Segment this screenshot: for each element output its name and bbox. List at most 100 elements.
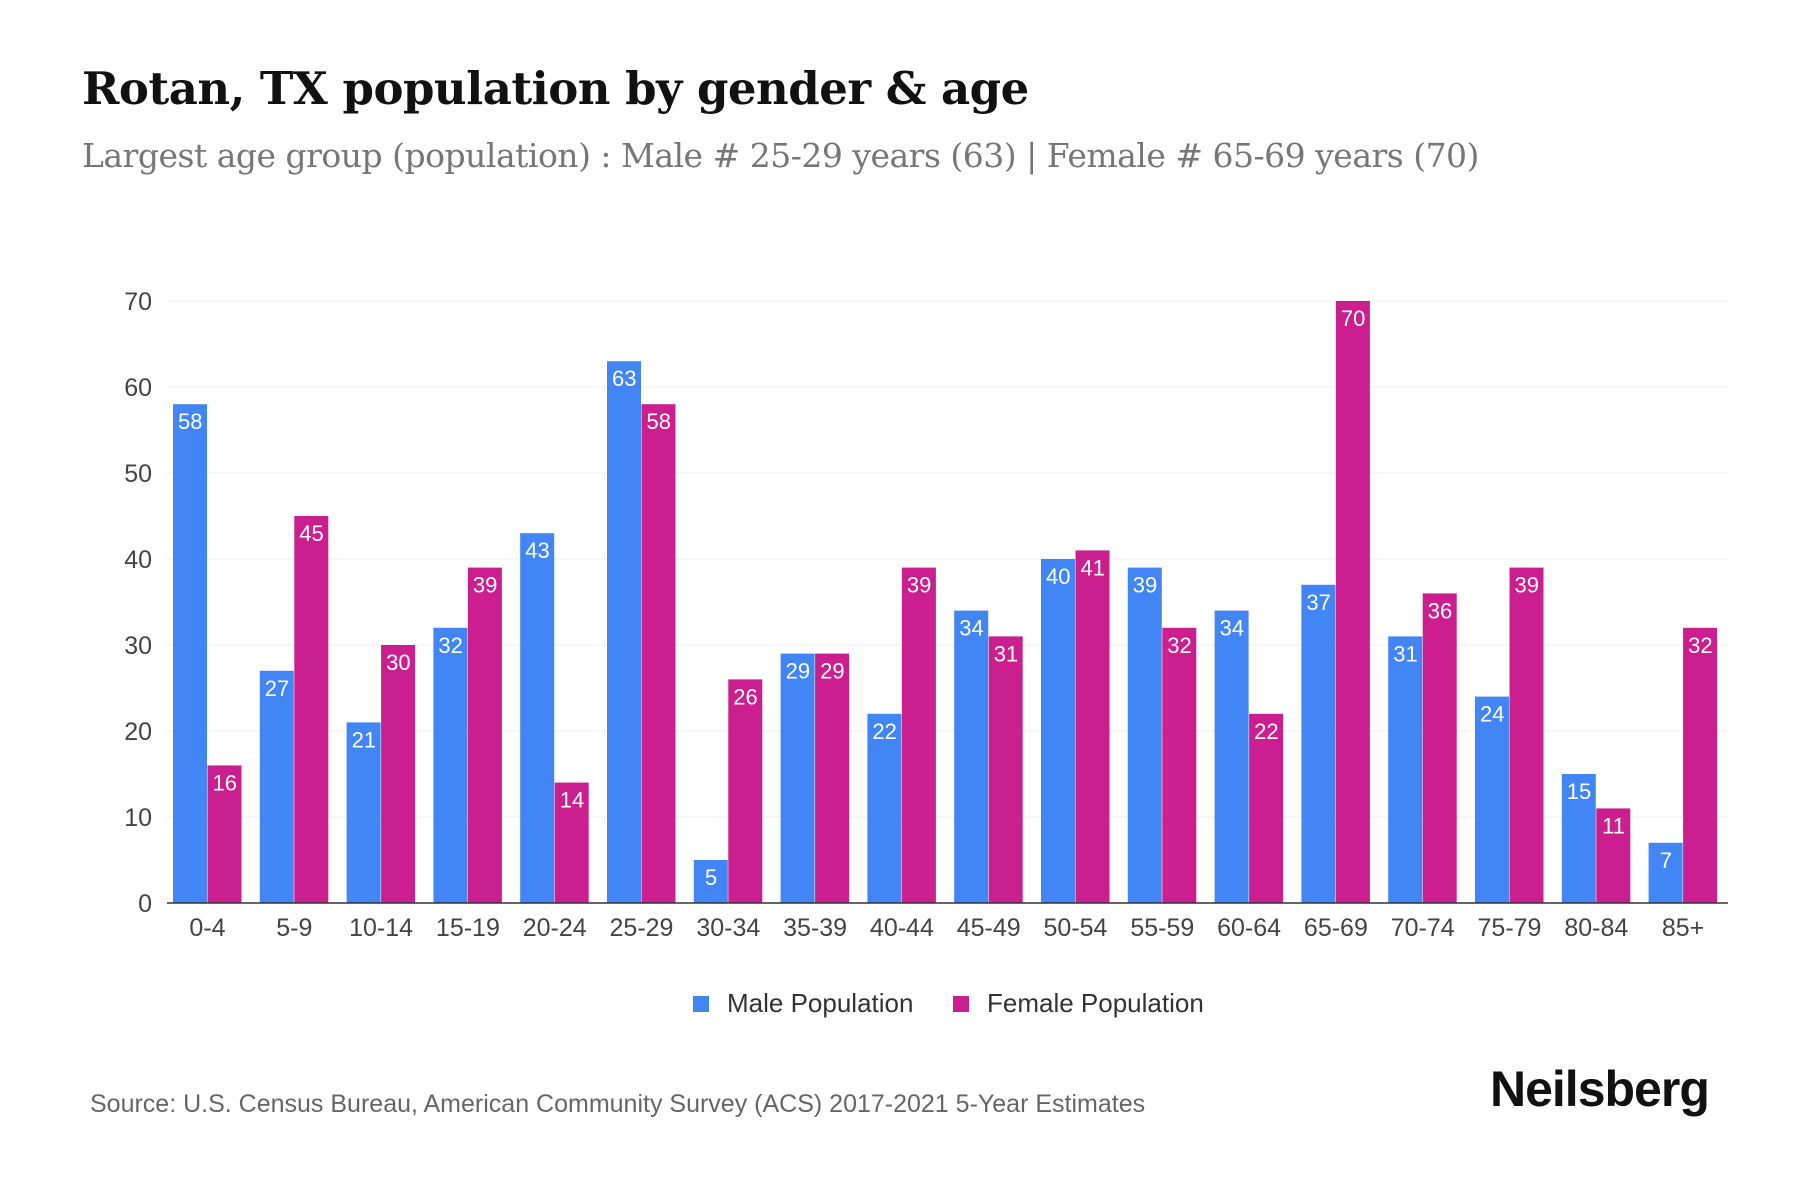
legend-swatch-female — [953, 995, 969, 1012]
bar-female — [1596, 808, 1631, 903]
x-tick-label: 75-79 — [1478, 914, 1542, 942]
bar-female — [901, 567, 936, 903]
bar-female — [728, 679, 763, 903]
x-tick-label: 15-19 — [436, 914, 500, 942]
data-label: 7 — [1660, 848, 1672, 873]
legend-item-female: Female Population — [953, 988, 1204, 1019]
data-label: 41 — [1081, 555, 1105, 580]
bar-male — [346, 722, 381, 903]
y-tick-label: 10 — [124, 804, 152, 832]
x-tick-label: 70-74 — [1391, 914, 1455, 942]
bar-male — [693, 860, 728, 903]
bar-female — [467, 567, 502, 903]
bar-female — [1509, 567, 1544, 903]
bar-female — [988, 636, 1023, 903]
data-label: 11 — [1602, 813, 1625, 838]
x-tick-label: 30-34 — [696, 914, 760, 942]
x-tick-label: 55-59 — [1130, 914, 1194, 942]
y-tick-label: 40 — [124, 546, 152, 574]
bar-female — [815, 653, 850, 903]
data-label: 70 — [1341, 306, 1365, 331]
y-tick-label: 0 — [138, 890, 152, 918]
bar-female — [294, 516, 329, 903]
data-label: 27 — [265, 676, 289, 701]
data-label: 22 — [1254, 719, 1278, 744]
bar-female — [641, 404, 676, 903]
data-label: 39 — [907, 573, 931, 598]
bar-male — [1561, 774, 1596, 903]
bar-female — [1162, 627, 1197, 903]
neilsberg-logo: Neilsberg — [1490, 1061, 1710, 1117]
data-label: 34 — [959, 616, 983, 641]
legend-item-male: Male Population — [693, 988, 913, 1019]
bar-male — [1214, 610, 1249, 903]
y-tick-label: 20 — [124, 718, 152, 746]
bar-male — [1388, 636, 1423, 903]
data-label: 21 — [352, 727, 376, 752]
data-label: 63 — [612, 366, 636, 391]
bar-male — [867, 713, 902, 903]
data-label: 40 — [1046, 564, 1070, 589]
x-tick-label: 10-14 — [349, 914, 413, 942]
bar-male — [1041, 559, 1075, 903]
data-label: 26 — [733, 684, 757, 709]
bar-male — [1475, 696, 1509, 903]
data-label: 31 — [994, 641, 1018, 666]
data-label: 30 — [386, 650, 410, 675]
legend-label-female: Female Population — [987, 988, 1204, 1018]
data-label: 36 — [1428, 598, 1452, 623]
data-label: 16 — [213, 770, 237, 795]
legend-swatch-male — [693, 995, 709, 1012]
bar-female — [1075, 550, 1110, 903]
bar-female — [1249, 713, 1284, 903]
x-tick-label: 65-69 — [1304, 914, 1368, 942]
bar-female — [1335, 301, 1370, 903]
y-tick-label: 30 — [124, 632, 152, 660]
x-tick-label: 50-54 — [1044, 914, 1108, 942]
bar-female — [381, 645, 416, 903]
data-label: 31 — [1393, 641, 1417, 666]
data-label: 34 — [1220, 616, 1244, 641]
bar-female — [1683, 627, 1718, 903]
data-label: 58 — [178, 409, 202, 434]
bar-male — [433, 627, 468, 903]
y-tick-label: 70 — [124, 288, 152, 316]
data-label: 5 — [705, 865, 717, 890]
data-label: 29 — [786, 659, 810, 684]
bar-male — [1127, 567, 1162, 903]
bar-female — [1422, 593, 1457, 903]
x-tick-label: 25-29 — [610, 914, 674, 942]
x-tick-label: 85+ — [1662, 914, 1704, 942]
data-label: 43 — [525, 538, 549, 563]
data-label: 15 — [1567, 779, 1591, 804]
bar-male — [520, 533, 555, 903]
chart-subtitle: Largest age group (population) : Male # … — [82, 136, 1479, 175]
data-label: 39 — [1515, 573, 1539, 598]
bar-female — [207, 765, 242, 903]
x-tick-label: 80-84 — [1564, 914, 1628, 942]
data-label: 32 — [1688, 633, 1712, 658]
data-label: 24 — [1480, 702, 1504, 727]
legend-label-male: Male Population — [727, 988, 914, 1018]
data-label: 58 — [647, 409, 671, 434]
bar-male — [1301, 584, 1336, 903]
x-tick-label: 40-44 — [870, 914, 934, 942]
bar-male — [1648, 842, 1683, 903]
x-tick-label: 60-64 — [1217, 914, 1281, 942]
x-tick-label: 35-39 — [783, 914, 847, 942]
data-label: 14 — [560, 788, 584, 813]
bar-male — [780, 653, 815, 903]
x-tick-label: 45-49 — [957, 914, 1021, 942]
data-label: 29 — [820, 659, 844, 684]
chart-title: Rotan, TX population by gender & age — [82, 62, 1029, 115]
x-tick-label: 0-4 — [189, 914, 225, 942]
data-label: 32 — [1167, 633, 1191, 658]
bar-male — [173, 404, 207, 903]
data-label: 39 — [1133, 573, 1157, 598]
bar-male — [607, 361, 641, 903]
x-tick-label: 5-9 — [276, 914, 312, 942]
bar-male — [954, 610, 989, 903]
y-tick-label: 60 — [124, 374, 152, 402]
data-label: 22 — [872, 719, 896, 744]
